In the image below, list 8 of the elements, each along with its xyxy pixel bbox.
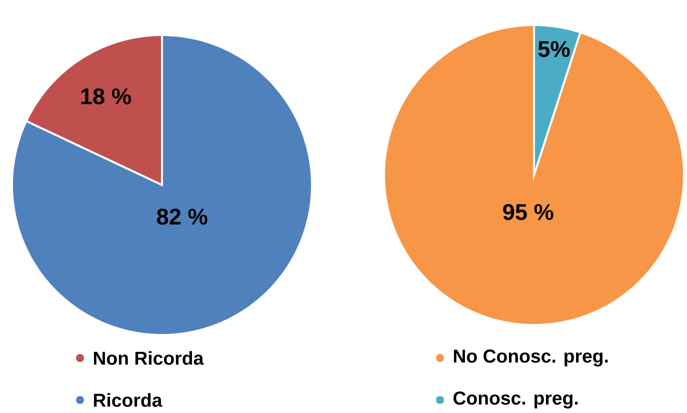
data-label: 95 %: [503, 204, 554, 220]
data-label: 5%: [538, 41, 570, 58]
legend-label: Non Ricorda: [94, 351, 204, 365]
legend-label: No Conosc. preg.: [454, 350, 608, 367]
data-label: 82 %: [156, 208, 208, 225]
data-label: 18 %: [81, 88, 131, 104]
legend-label: Conosc. preg.: [453, 392, 578, 409]
legend-label: Ricorda: [94, 393, 162, 407]
